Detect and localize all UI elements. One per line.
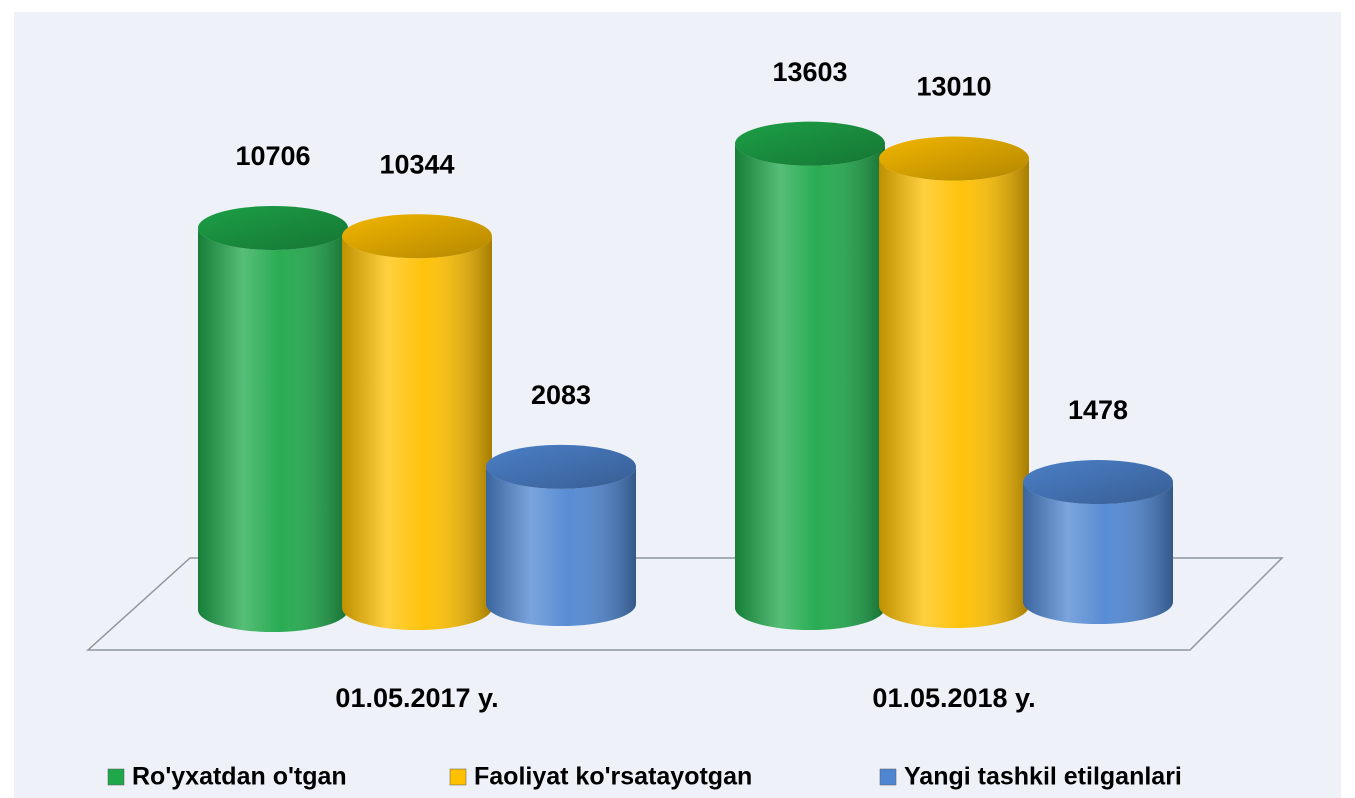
cylinder-top-shade [198,205,348,250]
legend-swatch [449,768,467,786]
value-label: 2083 [531,380,591,410]
value-label: 10344 [379,149,454,179]
cylinder [879,136,1029,629]
x-tick-label: 01.05.2017 y. [335,683,498,713]
value-label: 1478 [1068,395,1128,425]
legend-swatch [879,768,897,786]
x-tick-label: 01.05.2018 y. [872,683,1035,713]
cylinder [735,121,885,630]
cylinder-shade [342,236,492,630]
cylinder [1023,460,1173,624]
cylinder-top-shade [879,136,1029,181]
legend-label: Faoliyat ko'rsatayotgan [474,763,752,791]
cylinder-top-shade [342,214,492,259]
cylinder-top-shade [735,121,885,166]
cylinder-top-shade [486,444,636,489]
cylinder-shade [879,158,1029,629]
legend-label: Ro'yxatdan o'tgan [132,763,347,791]
cylinder-shade [735,143,885,630]
legend-label: Yangi tashkil etilganlari [904,763,1182,791]
cylinder-top-shade [1023,460,1173,505]
value-label: 10706 [235,141,310,171]
cylinder-shade [486,466,636,626]
cylinder [342,214,492,630]
legend-swatch [107,768,125,786]
cylinder [486,444,636,626]
cylinder [198,205,348,633]
cylinder-shade [1023,482,1173,624]
cylinder-shade [198,227,348,633]
value-label: 13010 [916,72,991,102]
value-label: 13603 [772,57,847,87]
